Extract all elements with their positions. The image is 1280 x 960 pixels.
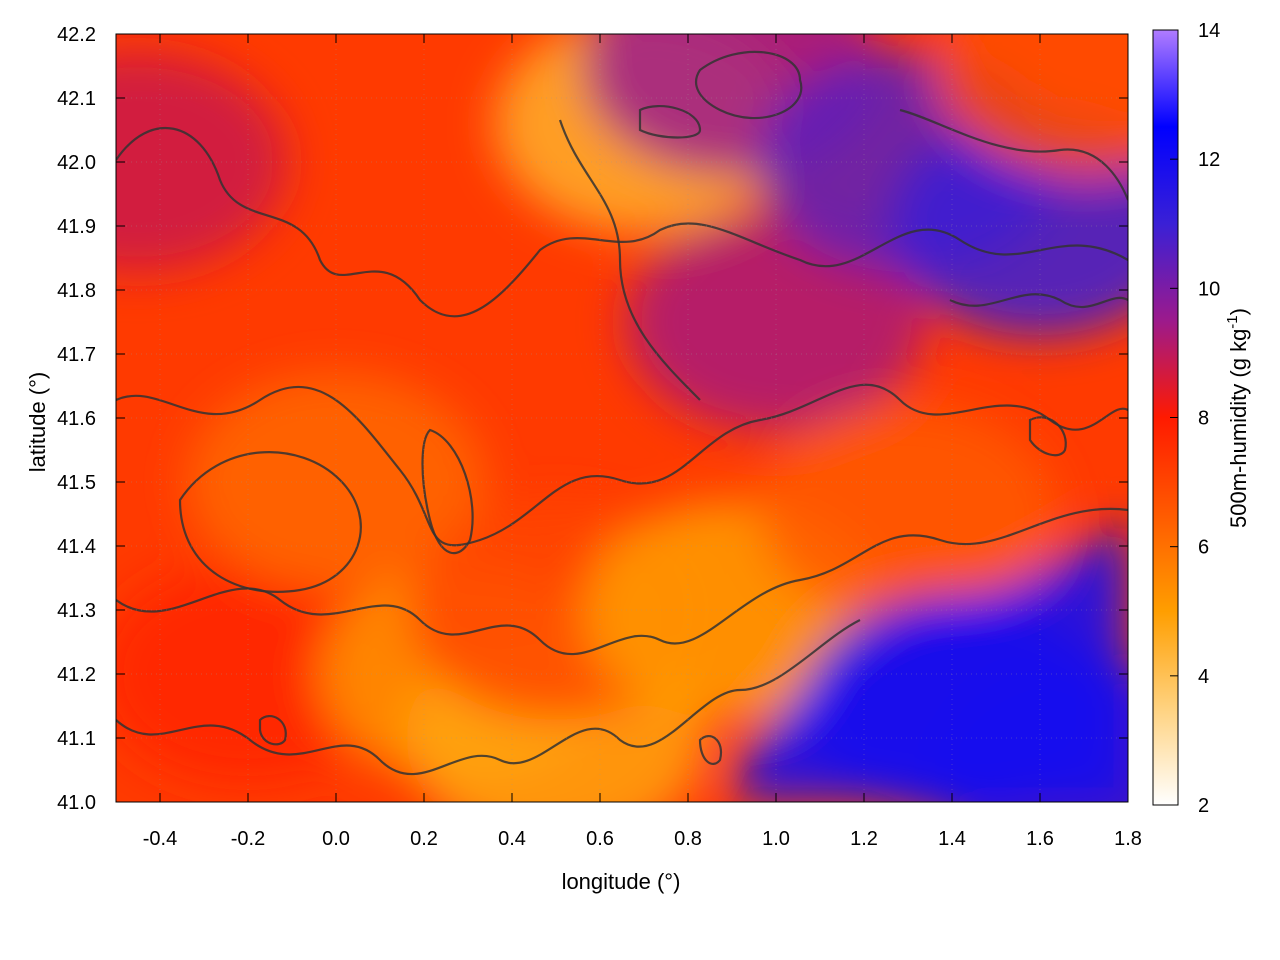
contour-5 [421,428,474,555]
y-tick-label: 42.1 [57,88,96,110]
contour-2 [116,507,1128,656]
contour-7 [694,50,803,120]
contour-9 [258,715,287,746]
colorbar-tick-label: 2 [1198,795,1209,817]
x-tick-label: 0.4 [498,828,526,850]
contour-13 [558,119,701,401]
contour-8 [1028,416,1067,457]
colorbar-title: 500m-humidity (g kg-1) [1224,308,1251,528]
x-tick-label: 0.2 [410,828,438,850]
y-tick-label: 41.5 [57,472,96,494]
contour-4 [178,451,362,593]
y-tick-label: 41.0 [57,792,96,814]
contour-3 [116,619,861,776]
y-tick-label: 41.2 [57,664,96,686]
x-axis: -0.4 -0.2 0.0 0.2 0.4 0.6 0.8 1.0 1.2 1.4 1.6 1.8 [143,34,1142,850]
x-tick-label: 1.8 [1114,828,1142,850]
x-tick-label: 1.4 [938,828,966,850]
contour-10 [698,735,723,765]
y-axis: 41.0 41.1 41.2 41.3 41.4 41.5 41.6 41.7 41.8 41.9… [57,24,1128,814]
y-tick-label: 42.2 [57,24,96,46]
x-axis-title: longitude (°) [562,869,681,894]
contour-0 [116,126,1128,318]
colorbar-title-end: ) [1226,308,1251,315]
contour-11 [899,108,1128,201]
x-tick-label: 0.0 [322,828,350,850]
contour-1 [116,383,1128,547]
x-tick-label: 1.0 [762,828,790,850]
x-tick-label: 1.6 [1026,828,1054,850]
colorbar-ticks: 2 4 6 8 10 12 14 [1170,20,1220,817]
colorbar: 2 4 6 8 10 12 14 500m-humidity (g kg-1) [1152,20,1251,817]
colorbar-tick-label: 10 [1198,278,1220,300]
colorbar-title-main: 500m-humidity (g kg [1226,329,1251,528]
contour-6 [638,105,702,139]
colorbar-tick-label: 8 [1198,408,1209,430]
contour-12 [949,293,1128,309]
sea-region [735,520,1128,802]
y-tick-label: 41.4 [57,536,96,558]
y-tick-label: 41.6 [57,408,96,430]
contour-lines [116,50,1128,776]
colorbar-title-sup: -1 [1224,315,1241,328]
x-tick-label: -0.2 [231,828,265,850]
colorbar-tick-label: 4 [1198,666,1209,688]
field-sample-9 [626,212,926,432]
field-sample-0 [116,52,288,272]
x-tick-label: -0.4 [143,828,177,850]
y-tick-label: 41.9 [57,216,96,238]
y-tick-label: 41.8 [57,280,96,302]
y-tick-label: 41.1 [57,728,96,750]
y-axis-title: latitude (°) [25,372,50,473]
y-tick-label: 42.0 [57,152,96,174]
x-tick-label: 0.6 [586,828,614,850]
field-sample-2 [186,372,486,592]
x-tick-label: 1.2 [850,828,878,850]
colorbar-tick-label: 6 [1198,537,1209,559]
plot-area [116,34,1128,802]
humidity-field [116,34,1128,802]
y-tick-label: 41.3 [57,600,96,622]
grid-lines [116,34,1128,802]
colorbar-tick-label: 14 [1198,20,1220,42]
y-tick-label: 41.7 [57,344,96,366]
colorbar-tick-label: 12 [1198,149,1220,171]
x-tick-label: 0.8 [674,828,702,850]
